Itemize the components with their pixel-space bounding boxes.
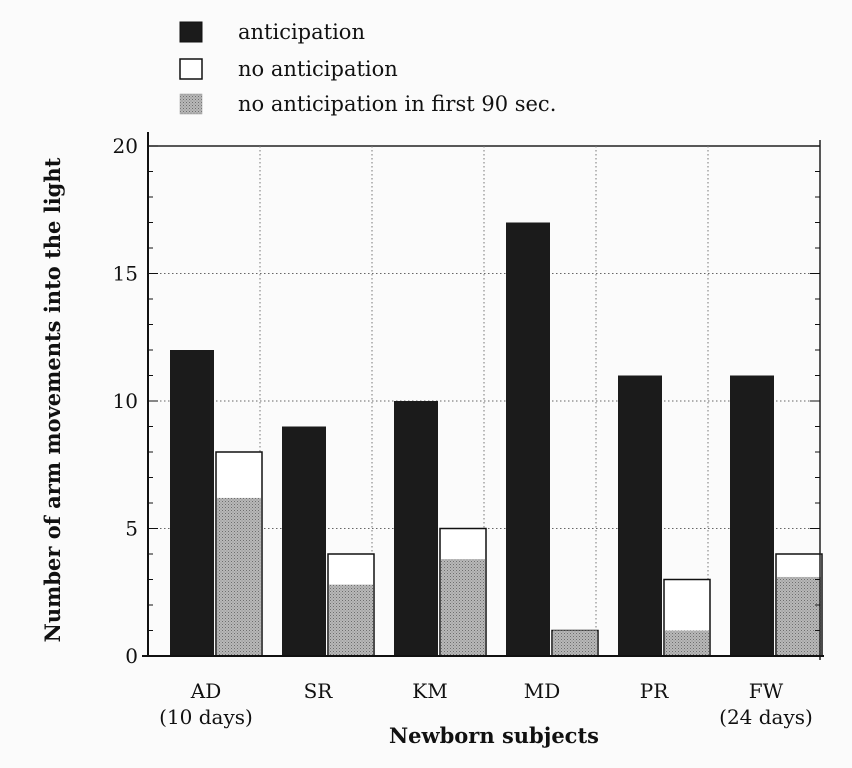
bar-anticipation-FW bbox=[730, 375, 774, 656]
y-tick-labels: 0 5 10 15 20 bbox=[113, 134, 138, 668]
x-axis-title: Newborn subjects bbox=[389, 723, 599, 748]
legend-item-anticipation: anticipation bbox=[179, 20, 365, 44]
x-tick-label-KM: KM bbox=[412, 679, 447, 703]
bars bbox=[170, 222, 823, 657]
legend-swatch-first-90-sec bbox=[179, 93, 203, 115]
legend: anticipation no anticipation no anticipa… bbox=[179, 20, 556, 116]
y-tick-label-1: 5 bbox=[125, 517, 138, 541]
x-tick-labels: AD(10 days) SR KM MD PR FW(24 days) bbox=[159, 679, 813, 729]
legend-item-first-90-sec: no anticipation in first 90 sec. bbox=[179, 92, 556, 116]
x-tick-label-SR: SR bbox=[304, 679, 334, 703]
x-tick-label-MD: MD bbox=[524, 679, 561, 703]
x-tick-label-FW: FW bbox=[749, 679, 784, 703]
legend-swatch-anticipation bbox=[179, 21, 203, 43]
x-tick-sublabel-FW: (24 days) bbox=[719, 705, 813, 729]
legend-label-no-anticipation: no anticipation bbox=[238, 57, 398, 81]
bar-anticipation-PR bbox=[618, 375, 662, 656]
bar-first-90-sec-KM bbox=[441, 559, 485, 656]
y-axis-title: Number of arm movements into the light bbox=[40, 157, 65, 642]
legend-label-first-90-sec: no anticipation in first 90 sec. bbox=[238, 92, 556, 116]
y-tick-label-3: 15 bbox=[113, 262, 138, 286]
y-tick-label-0: 0 bbox=[125, 644, 138, 668]
bar-anticipation-SR bbox=[282, 426, 326, 656]
bar-first-90-sec-MD bbox=[553, 630, 597, 656]
bar-first-90-sec-SR bbox=[329, 584, 373, 656]
y-tick-label-2: 10 bbox=[113, 389, 138, 413]
x-tick-sublabel-AD: (10 days) bbox=[159, 705, 253, 729]
bar-first-90-sec-AD bbox=[217, 497, 261, 656]
bar-anticipation-MD bbox=[506, 222, 550, 656]
bar-anticipation-AD bbox=[170, 350, 214, 656]
legend-swatch-no-anticipation bbox=[179, 58, 203, 80]
bar-first-90-sec-PR bbox=[665, 630, 709, 656]
y-tick-label-4: 20 bbox=[113, 134, 138, 158]
bar-anticipation-KM bbox=[394, 401, 438, 656]
legend-label-anticipation: anticipation bbox=[238, 20, 365, 44]
bar-first-90-sec-FW bbox=[777, 576, 821, 656]
x-tick-label-PR: PR bbox=[640, 679, 669, 703]
legend-item-no-anticipation: no anticipation bbox=[179, 57, 398, 81]
x-tick-label-AD: AD bbox=[190, 679, 221, 703]
axes bbox=[142, 132, 824, 660]
